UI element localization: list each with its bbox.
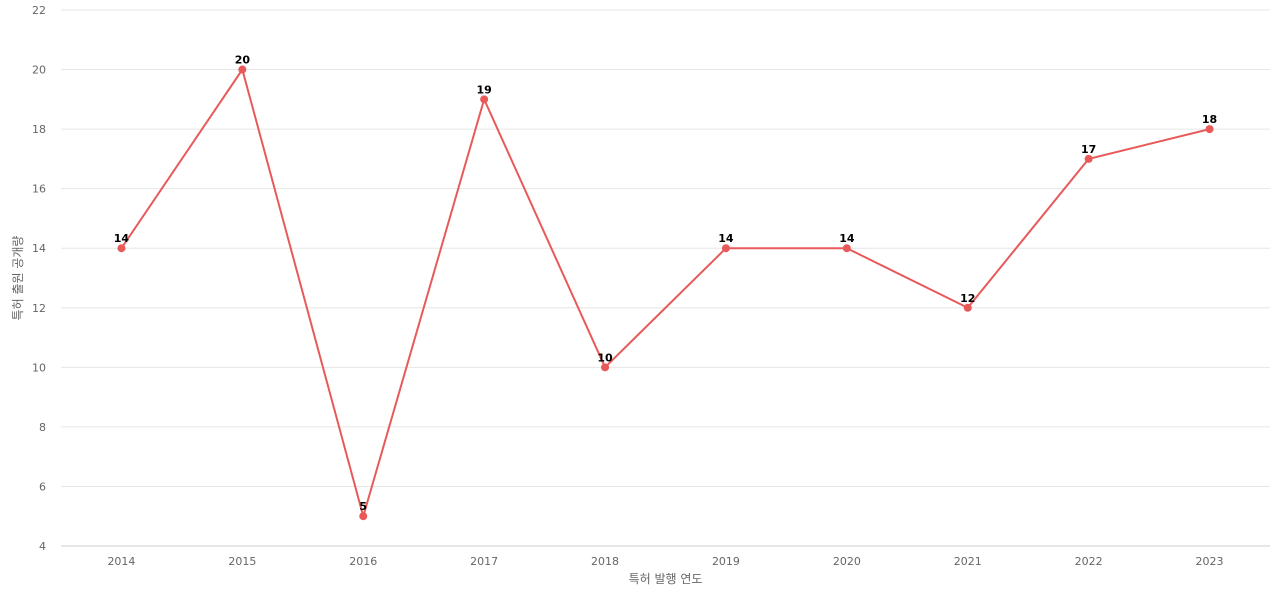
data-point[interactable]: [601, 363, 610, 372]
data-labels: 14 20 5 19 10 14 14 12 17 18: [114, 54, 1217, 514]
data-point[interactable]: [238, 65, 247, 74]
y-axis-title: 특허 출원 공개량: [11, 236, 25, 321]
data-point[interactable]: [842, 244, 851, 253]
y-tick-label: 10: [32, 361, 46, 374]
data-point[interactable]: [480, 95, 489, 104]
y-tick-label: 4: [39, 540, 46, 553]
y-tick-label: 12: [32, 302, 46, 315]
data-label: 18: [1202, 113, 1217, 126]
series: [117, 65, 1214, 521]
x-tick-label: 2014: [107, 555, 135, 568]
x-tick-label: 2017: [470, 555, 498, 568]
data-point[interactable]: [1084, 154, 1093, 163]
data-label: 14: [114, 232, 130, 245]
data-point[interactable]: [1205, 125, 1214, 134]
x-tick-label: 2022: [1075, 555, 1103, 568]
series-line: [120, 67, 1210, 520]
gridlines: [61, 9, 1270, 487]
y-tick-label: 8: [39, 421, 46, 434]
data-label: 10: [597, 351, 613, 364]
data-point[interactable]: [359, 512, 368, 521]
data-label: 5: [359, 500, 367, 513]
x-tick-label: 2015: [228, 555, 256, 568]
y-tick-label: 16: [32, 183, 46, 196]
x-tick-label: 2019: [712, 555, 740, 568]
data-label: 19: [476, 83, 491, 96]
y-axis-ticks: 4 6 8 10 12 14 16 18 20 22: [32, 4, 46, 553]
x-tick-label: 2018: [591, 555, 619, 568]
data-point[interactable]: [117, 244, 126, 253]
data-label: 17: [1081, 143, 1096, 156]
y-tick-label: 20: [32, 64, 46, 77]
y-tick-label: 18: [32, 123, 46, 136]
data-label: 20: [235, 54, 251, 67]
x-tick-label: 2016: [349, 555, 377, 568]
x-tick-label: 2020: [833, 555, 861, 568]
y-tick-label: 22: [32, 4, 46, 17]
x-tick-label: 2021: [954, 555, 982, 568]
data-point[interactable]: [963, 303, 972, 312]
x-tick-label: 2023: [1196, 555, 1224, 568]
y-tick-label: 6: [39, 480, 46, 493]
data-label: 14: [839, 232, 855, 245]
x-axis-ticks: 2014 2015 2016 2017 2018 2019 2020 2021 2022 2023: [107, 555, 1223, 568]
data-label: 14: [718, 232, 734, 245]
y-tick-label: 14: [32, 242, 46, 255]
x-axis-title: 특허 발행 연도: [629, 571, 703, 586]
data-point[interactable]: [721, 244, 730, 253]
data-label: 12: [960, 292, 975, 305]
